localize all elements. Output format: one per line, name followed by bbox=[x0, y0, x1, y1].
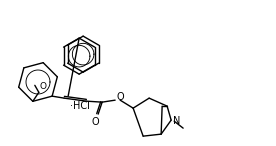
Text: O: O bbox=[91, 117, 99, 127]
Text: O: O bbox=[116, 92, 124, 102]
Text: O: O bbox=[40, 82, 47, 91]
Text: ·HCl: ·HCl bbox=[70, 101, 90, 111]
Text: N: N bbox=[173, 116, 181, 126]
